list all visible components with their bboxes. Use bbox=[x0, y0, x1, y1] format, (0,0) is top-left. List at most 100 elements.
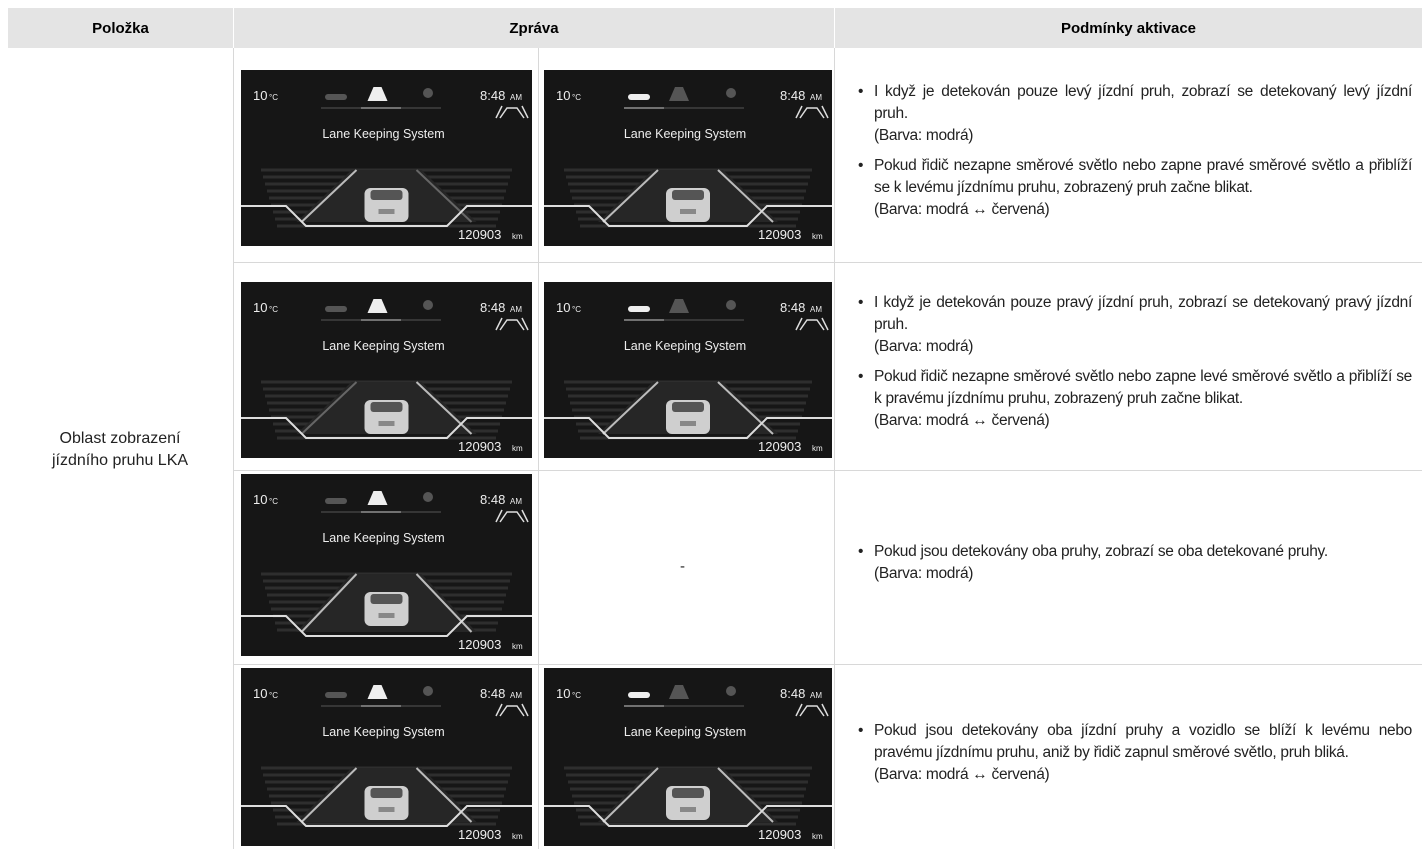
empty-cell: - bbox=[680, 558, 685, 575]
lane-line bbox=[300, 573, 358, 633]
bullet: I když je detekován pouze levý jízdní pr… bbox=[848, 81, 1412, 147]
divider bbox=[538, 48, 539, 849]
temp: 10 bbox=[253, 88, 267, 103]
horizon bbox=[544, 205, 832, 227]
cluster-screen: 10 °C 8:48 AM Lane Keeping System 120903 km bbox=[544, 668, 832, 846]
icon-gear bbox=[726, 300, 736, 310]
icon-lane bbox=[669, 685, 689, 699]
cluster-screen: 10 °C 8:48 AM Lane Keeping System 120903 km bbox=[544, 282, 832, 458]
condition-note: (Barva: modrá) bbox=[874, 127, 974, 144]
lane-line bbox=[415, 169, 473, 223]
condition-note: (Barva: modrá ↔ červená) bbox=[874, 765, 1050, 783]
item-label: Oblast zobrazení jízdního pruhu LKA bbox=[51, 430, 189, 469]
temp-unit: °C bbox=[269, 691, 278, 700]
odo-unit: km bbox=[512, 642, 523, 651]
temp: 10 bbox=[556, 300, 570, 315]
screen-title: Lane Keeping System bbox=[624, 725, 746, 739]
horizon bbox=[241, 615, 532, 637]
ampm: AM bbox=[810, 305, 822, 314]
lane-line bbox=[717, 767, 774, 823]
cluster-screen: 10 °C 8:48 AM Lane Keeping System 120903 km bbox=[544, 70, 832, 246]
horizon bbox=[544, 805, 832, 827]
horizon bbox=[544, 417, 832, 439]
lane-line bbox=[415, 767, 473, 823]
lane-line bbox=[602, 767, 659, 823]
cluster-screen: 10 °C 8:48 AM Lane Keeping System 120903 km bbox=[241, 668, 532, 846]
odometer: 120903 bbox=[758, 227, 801, 242]
odometer: 120903 bbox=[458, 637, 501, 652]
icon-car bbox=[325, 306, 347, 312]
car-window bbox=[672, 402, 704, 412]
temp-unit: °C bbox=[572, 93, 581, 102]
time: 8:48 bbox=[480, 686, 505, 701]
temp-unit: °C bbox=[572, 305, 581, 314]
car-window bbox=[672, 190, 704, 200]
condition-text: Pokud řidič nezapne směrové světlo nebo … bbox=[874, 157, 1412, 196]
ampm: AM bbox=[510, 691, 522, 700]
odometer: 120903 bbox=[458, 227, 501, 242]
header-cell: Podmínky aktivace bbox=[835, 8, 1422, 48]
icon-car bbox=[628, 306, 650, 312]
car-plate bbox=[680, 209, 696, 214]
icon-car bbox=[325, 498, 347, 504]
header-cell: Položka bbox=[8, 8, 233, 48]
odo-unit: km bbox=[512, 232, 523, 241]
ampm: AM bbox=[510, 305, 522, 314]
cluster-screen: 10 °C 8:48 AM Lane Keeping System 120903 km bbox=[241, 70, 532, 246]
temp: 10 bbox=[253, 492, 267, 507]
lka-icon bbox=[795, 703, 829, 717]
icon-car bbox=[325, 692, 347, 698]
condition-text: Pokud řidič nezapne směrové světlo nebo … bbox=[874, 368, 1412, 407]
temp: 10 bbox=[253, 686, 267, 701]
time: 8:48 bbox=[780, 300, 805, 315]
divider bbox=[233, 470, 1422, 471]
divider bbox=[233, 48, 234, 849]
temp-unit: °C bbox=[269, 305, 278, 314]
lane-line bbox=[717, 169, 774, 223]
condition-note: (Barva: modrá) bbox=[874, 338, 974, 355]
lane-line bbox=[415, 573, 473, 633]
time: 8:48 bbox=[480, 300, 505, 315]
odometer: 120903 bbox=[458, 827, 501, 842]
condition-text: Pokud jsou detekovány oba pruhy, zobrazí… bbox=[874, 543, 1328, 560]
condition-note: (Barva: modrá ↔ červená) bbox=[874, 201, 1050, 218]
divider bbox=[233, 664, 1422, 665]
icon-gear bbox=[423, 492, 433, 502]
screen-title: Lane Keeping System bbox=[624, 127, 746, 141]
icon-gear bbox=[726, 88, 736, 98]
temp: 10 bbox=[556, 88, 570, 103]
car-window bbox=[370, 788, 403, 798]
icon-lane bbox=[367, 491, 388, 505]
temp-unit: °C bbox=[269, 93, 278, 102]
screen-title: Lane Keeping System bbox=[322, 531, 444, 545]
condition-text: I když je detekován pouze levý jízdní pr… bbox=[874, 83, 1412, 122]
conditions-cell: Pokud jsou detekovány oba pruhy, zobrazí… bbox=[848, 480, 1412, 654]
lka-icon bbox=[795, 105, 829, 119]
lka-icon bbox=[495, 105, 529, 119]
screen-title: Lane Keeping System bbox=[624, 339, 746, 353]
bullet: Pokud jsou detekovány oba jízdní pruhy a… bbox=[848, 720, 1412, 786]
screen-title: Lane Keeping System bbox=[322, 127, 444, 141]
temp-unit: °C bbox=[269, 497, 278, 506]
car-plate bbox=[378, 613, 395, 618]
odometer: 120903 bbox=[458, 439, 501, 454]
lka-icon bbox=[495, 703, 529, 717]
lane-line bbox=[300, 169, 358, 223]
icon-car bbox=[628, 692, 650, 698]
conditions-cell: I když je detekován pouze pravý jízdní p… bbox=[848, 272, 1412, 460]
odo-unit: km bbox=[812, 832, 823, 841]
lane-line bbox=[602, 169, 659, 223]
condition-note: (Barva: modrá) bbox=[874, 565, 974, 582]
icon-lane bbox=[367, 299, 388, 313]
car-plate bbox=[680, 807, 696, 812]
horizon bbox=[241, 417, 532, 439]
temp-unit: °C bbox=[572, 691, 581, 700]
odo-unit: km bbox=[512, 832, 523, 841]
icon-gear bbox=[423, 88, 433, 98]
bullet: Pokud řidič nezapne směrové světlo nebo … bbox=[848, 155, 1412, 221]
car-plate bbox=[680, 421, 696, 426]
condition-note: (Barva: modrá ↔ červená) bbox=[874, 412, 1050, 429]
horizon bbox=[241, 805, 532, 827]
car-window bbox=[370, 190, 403, 200]
